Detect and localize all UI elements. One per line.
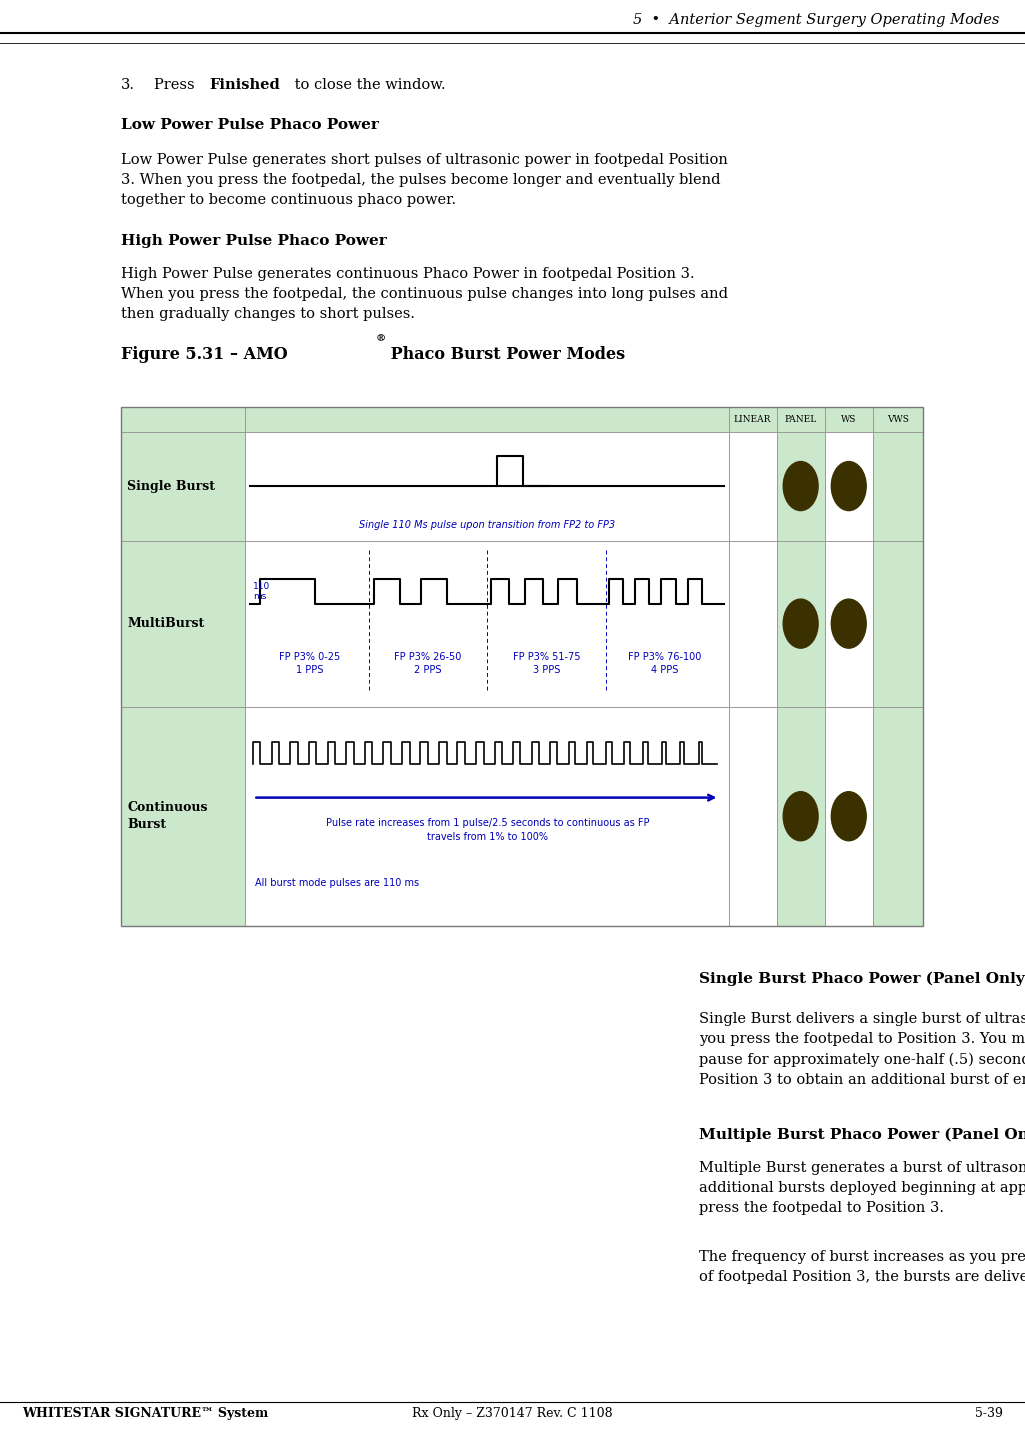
Text: FP P3% 26-50
2 PPS: FP P3% 26-50 2 PPS: [395, 652, 462, 675]
Circle shape: [783, 792, 818, 841]
Bar: [729, 541, 777, 707]
Text: FP P3% 76-100
4 PPS: FP P3% 76-100 4 PPS: [628, 652, 702, 675]
Text: ®: ®: [375, 335, 385, 343]
Text: to close the window.: to close the window.: [290, 78, 446, 92]
Bar: [121, 407, 922, 431]
Text: Low Power Pulse generates short pulses of ultrasonic power in footpedal Position: Low Power Pulse generates short pulses o…: [121, 153, 728, 208]
Text: The frequency of burst increases as you press the footpedal. At the maximum leve: The frequency of burst increases as you …: [699, 1250, 1025, 1285]
Text: Phaco Burst Power Modes: Phaco Burst Power Modes: [385, 346, 625, 363]
Circle shape: [831, 598, 866, 647]
Text: 3.: 3.: [121, 78, 135, 92]
Bar: [873, 707, 922, 926]
Text: PANEL: PANEL: [784, 415, 817, 424]
Bar: [729, 431, 777, 541]
Text: LINEAR: LINEAR: [734, 415, 771, 424]
Text: VWS: VWS: [887, 415, 908, 424]
Circle shape: [831, 792, 866, 841]
Bar: [245, 431, 729, 541]
Bar: [729, 707, 777, 926]
Text: WHITESTAR SIGNATURE™ System: WHITESTAR SIGNATURE™ System: [23, 1407, 269, 1420]
Text: 5-39: 5-39: [975, 1407, 1002, 1420]
Bar: [121, 431, 245, 541]
Text: 5  •  Anterior Segment Surgery Operating Modes: 5 • Anterior Segment Surgery Operating M…: [633, 13, 999, 27]
Bar: [825, 541, 873, 707]
Circle shape: [783, 461, 818, 510]
Text: High Power Pulse generates continuous Phaco Power in footpedal Position 3.
When : High Power Pulse generates continuous Ph…: [121, 267, 728, 322]
Bar: [245, 541, 729, 707]
Bar: [121, 541, 245, 707]
Bar: [777, 541, 825, 707]
Bar: [777, 707, 825, 926]
Text: 110
ms: 110 ms: [253, 581, 271, 601]
Text: Press: Press: [154, 78, 199, 92]
Text: WS: WS: [842, 415, 857, 424]
Bar: [825, 707, 873, 926]
Circle shape: [783, 598, 818, 647]
Text: Pulse rate increases from 1 pulse/2.5 seconds to continuous as FP
travels from 1: Pulse rate increases from 1 pulse/2.5 se…: [326, 819, 649, 842]
Text: Low Power Pulse Phaco Power: Low Power Pulse Phaco Power: [121, 118, 379, 133]
Text: MultiBurst: MultiBurst: [127, 617, 204, 630]
Bar: [245, 707, 729, 926]
Bar: [873, 541, 922, 707]
Text: All burst mode pulses are 110 ms: All burst mode pulses are 110 ms: [255, 878, 419, 888]
Bar: [121, 407, 922, 926]
Text: FP P3% 0-25
1 PPS: FP P3% 0-25 1 PPS: [279, 652, 340, 675]
Text: Multiple Burst Phaco Power (Panel Only): Multiple Burst Phaco Power (Panel Only): [699, 1128, 1025, 1142]
Text: FP P3% 51-75
3 PPS: FP P3% 51-75 3 PPS: [512, 652, 580, 675]
Text: Finished: Finished: [209, 78, 280, 92]
Text: Single Burst delivers a single burst of ultrasonic power of 110 ms duration when: Single Burst delivers a single burst of …: [699, 1012, 1025, 1087]
Circle shape: [831, 461, 866, 510]
Text: Rx Only – Z370147 Rev. C 1108: Rx Only – Z370147 Rev. C 1108: [412, 1407, 613, 1420]
Text: Continuous
Burst: Continuous Burst: [127, 802, 208, 831]
Bar: [873, 431, 922, 541]
Text: Single Burst Phaco Power (Panel Only): Single Burst Phaco Power (Panel Only): [699, 972, 1025, 986]
Bar: [825, 431, 873, 541]
Text: Multiple Burst generates a burst of ultrasonic power of 110 ms duration, with
ad: Multiple Burst generates a burst of ultr…: [699, 1161, 1025, 1216]
Text: Single Burst: Single Burst: [127, 480, 215, 493]
Text: Single 110 Ms pulse upon transition from FP2 to FP3: Single 110 Ms pulse upon transition from…: [360, 521, 615, 531]
Bar: [777, 431, 825, 541]
Text: High Power Pulse Phaco Power: High Power Pulse Phaco Power: [121, 234, 386, 248]
Text: Figure 5.31 – AMO: Figure 5.31 – AMO: [121, 346, 288, 363]
Bar: [121, 707, 245, 926]
